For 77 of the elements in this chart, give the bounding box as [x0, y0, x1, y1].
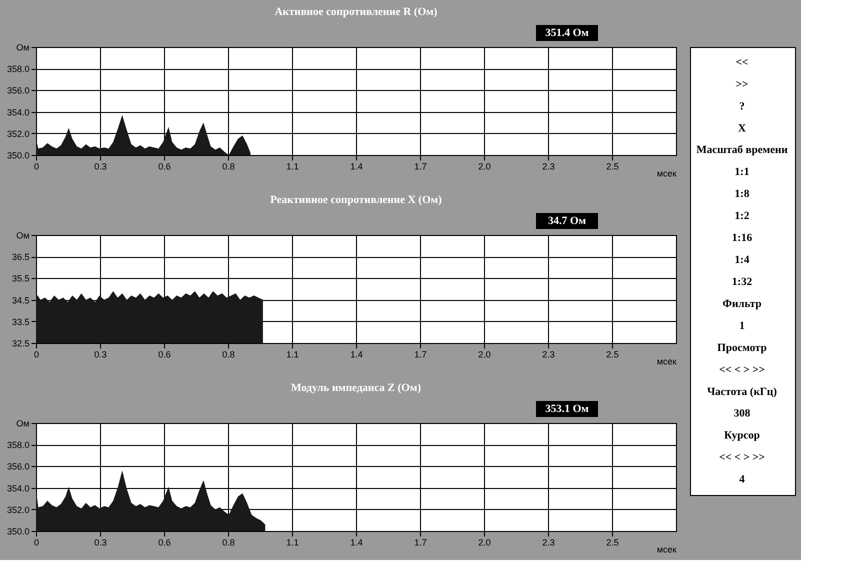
y-tick-label: 352.0	[6, 128, 30, 139]
text: Просмотр	[717, 342, 767, 354]
y-tick-label: 34.5	[12, 295, 30, 306]
x-tick-label: 2.3	[542, 162, 555, 172]
x-tick-label: 0.6	[158, 350, 171, 360]
x-tick-label: 1.4	[350, 162, 363, 172]
x-tick-label: 2.0	[478, 350, 491, 360]
text: 1	[739, 320, 745, 332]
text: 1:8	[734, 188, 750, 200]
y-tick-label: 35.5	[12, 274, 30, 284]
text: Фильтр	[722, 298, 762, 310]
text: << < > >>	[719, 364, 765, 376]
x-tick-label: 2.3	[542, 350, 555, 360]
y-tick-label: 358.0	[6, 440, 30, 450]
text: <<	[736, 56, 748, 68]
chart-title: Активное сопротивление R (Ом)	[274, 6, 438, 18]
text: X	[738, 122, 746, 134]
x-axis-title: мсек	[656, 356, 677, 366]
x-axis-title: мсек	[656, 168, 677, 178]
x-tick-label: 2.5	[606, 350, 619, 360]
text: Масштаб времени	[696, 144, 788, 156]
text: 1:2	[734, 210, 750, 222]
x-tick-label: 1.1	[286, 350, 299, 360]
text: 34.7 Ом	[548, 215, 587, 227]
x-tick-label: 1.1	[286, 538, 299, 548]
x-tick-label: 0.8	[222, 538, 235, 548]
x-tick-label: 2.0	[478, 538, 491, 548]
x-tick-label: 0.6	[158, 162, 171, 172]
x-axis-title: мсек	[656, 544, 677, 554]
x-tick-label: 0	[34, 350, 40, 360]
y-tick-label: Ом	[16, 418, 30, 428]
text: Частота (кГц)	[707, 386, 778, 398]
y-tick-label: 356.0	[6, 86, 30, 96]
text: Курсор	[724, 430, 760, 442]
x-tick-label: 2.5	[606, 538, 619, 548]
x-tick-label: 1.7	[414, 538, 427, 548]
text: 1:16	[732, 232, 753, 244]
x-tick-label: 0.3	[94, 350, 107, 360]
y-tick-label: 33.5	[12, 316, 30, 327]
y-tick-label: 352.0	[6, 504, 30, 515]
y-tick-label: Ом	[16, 42, 30, 52]
text: 4	[739, 474, 746, 486]
y-tick-label: 358.0	[6, 64, 30, 74]
text: 1:32	[732, 276, 753, 288]
y-tick-label: 356.0	[6, 462, 30, 472]
x-tick-label: 1.7	[414, 162, 427, 172]
x-tick-label: 1.4	[350, 350, 363, 360]
y-tick-label: 350.0	[6, 526, 30, 536]
text: 351.4 Ом	[545, 27, 590, 39]
chart-title: Реактивное сопротивление X (Ом)	[270, 194, 442, 206]
x-tick-label: 0	[34, 538, 40, 548]
x-tick-label: 1.1	[286, 162, 299, 172]
x-tick-label: 1.4	[350, 538, 363, 548]
y-tick-label: 354.0	[6, 107, 30, 118]
chart-title: Модуль импеданса Z (Ом)	[291, 382, 422, 394]
x-tick-label: 0.8	[222, 350, 235, 360]
x-tick-label: 0	[34, 162, 40, 172]
y-tick-label: 354.0	[6, 483, 30, 494]
x-tick-label: 2.5	[606, 162, 619, 172]
text: >>	[736, 78, 748, 90]
x-tick-label: 2.3	[542, 538, 555, 548]
x-tick-label: 0.3	[94, 538, 107, 548]
x-tick-label: 0.6	[158, 538, 171, 548]
text: 308	[734, 408, 751, 420]
text: << < > >>	[719, 452, 765, 464]
x-tick-label: 0.3	[94, 162, 107, 172]
x-tick-label: 2.0	[478, 162, 491, 172]
y-tick-label: 32.5	[12, 338, 30, 348]
y-tick-label: Ом	[16, 230, 30, 240]
y-tick-label: 350.0	[6, 150, 30, 160]
x-tick-label: 0.8	[222, 162, 235, 172]
y-tick-label: 36.5	[12, 252, 30, 262]
text: 1:4	[734, 254, 750, 266]
text: 353.1 Ом	[545, 403, 590, 415]
text: ?	[739, 100, 745, 112]
x-tick-label: 1.7	[414, 350, 427, 360]
text: 1:1	[734, 166, 750, 178]
